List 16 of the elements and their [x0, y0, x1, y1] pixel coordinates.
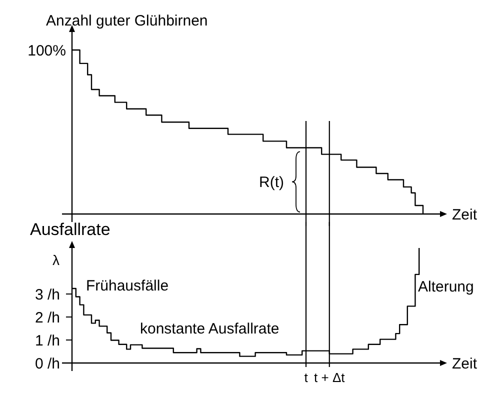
chart-title: Ausfallrate	[30, 220, 110, 239]
annotation: Alterung	[418, 278, 474, 296]
y-tick-label: 0 /h	[34, 355, 60, 372]
x-tick-label: t	[304, 370, 308, 385]
y-axis-title: λ	[52, 252, 60, 268]
text: 100%	[28, 42, 66, 60]
annotation: R(t)	[259, 174, 284, 192]
x-axis-title: Zeit	[452, 206, 478, 224]
y-tick-label: 3 /h	[34, 286, 60, 304]
y-tick-label: 2 /h	[34, 309, 60, 326]
annotation: Frühausfälle	[86, 277, 169, 294]
x-axis-title: Zeit	[452, 355, 478, 372]
x-tick-label: t + Δt	[314, 370, 346, 385]
y-axis-title: Anzahl guter Glühbirnen	[46, 12, 208, 30]
y-tick-label: 1 /h	[34, 332, 60, 350]
annotation: konstante Ausfallrate	[140, 320, 280, 338]
